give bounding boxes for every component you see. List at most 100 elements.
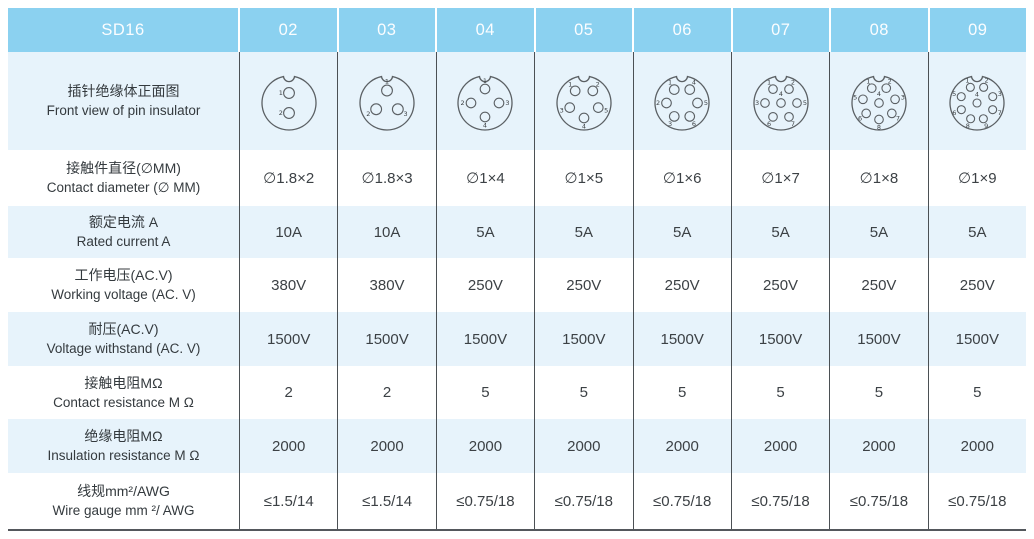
column-header-label: 02 xyxy=(278,20,298,39)
value-cell-03: 10A xyxy=(338,206,437,258)
pin-number: 2 xyxy=(366,110,370,118)
pin-hole xyxy=(881,83,892,94)
row-label-cell: 绝缘电阻MΩ Insulation resistance M Ω xyxy=(8,419,240,473)
connector-shell-outline xyxy=(556,75,612,131)
spec-value: 380V xyxy=(271,276,307,294)
pin-hole xyxy=(578,112,590,124)
spec-value: ≤0.75/18 xyxy=(653,492,712,510)
value-cell-05: ∅1×5 xyxy=(535,150,634,206)
spec-value: 2000 xyxy=(960,437,994,455)
value-cell-05: 5A xyxy=(535,206,634,258)
spec-value: ∅1×5 xyxy=(564,170,604,187)
spec-value: 1500V xyxy=(267,330,311,348)
value-cell-03: 380V xyxy=(338,258,437,312)
pin-number: 7 xyxy=(896,115,900,123)
row-label-en: Wire gauge mm ²/ AWG xyxy=(52,503,195,519)
pin-hole xyxy=(858,94,868,105)
spec-value: 250V xyxy=(664,276,700,294)
pin-hole xyxy=(861,108,871,119)
value-cell-08: 1500V xyxy=(830,312,929,366)
pin-number: 3 xyxy=(559,106,563,114)
spec-value: 2 xyxy=(382,384,392,401)
spec-value: 5A xyxy=(574,223,593,241)
spec-value: 5 xyxy=(481,384,490,401)
pin-number: 4 xyxy=(778,90,782,98)
spec-value: 5A xyxy=(476,223,495,241)
pin-hole xyxy=(480,83,491,95)
value-cell-03: ≤1.5/14 xyxy=(338,473,437,529)
value-cell-04: 5A xyxy=(437,206,536,258)
row-label-en: Contact resistance M Ω xyxy=(53,394,194,410)
row-label-en: Insulation resistance M Ω xyxy=(47,448,200,464)
spec-value: 2000 xyxy=(468,437,503,455)
row-label-cell: 接触电阻MΩ Contact resistance M Ω xyxy=(8,366,240,419)
row-label-zh: 绝缘电阻MΩ xyxy=(84,428,163,445)
pin-hole xyxy=(370,103,383,116)
pin-number: 1 xyxy=(767,79,771,87)
pin-number: 3 xyxy=(404,110,408,118)
pin-hole xyxy=(391,103,404,116)
row-label-cell: 插针绝缘体正面图 Front view of pin insulator xyxy=(8,52,240,150)
pin-hole xyxy=(592,102,604,113)
value-cell-04: 1500V xyxy=(437,312,536,366)
pin-number: 3 xyxy=(668,120,672,128)
pin-number: 1 xyxy=(278,89,282,97)
diagram-cell-07: 1 2 5 7 6 3 4 xyxy=(732,52,831,150)
value-cell-04: 250V xyxy=(437,258,536,312)
value-cell-07: 1500V xyxy=(732,312,831,366)
pin-hole xyxy=(866,83,877,94)
spec-value: ∅1.8×3 xyxy=(361,170,413,187)
pin-number: 4 xyxy=(877,90,881,98)
value-cell-02: ≤1.5/14 xyxy=(240,473,339,529)
value-cell-04: 2000 xyxy=(437,419,536,473)
pin-number: 8 xyxy=(877,124,881,132)
connector-diagram-8pin: 1 2 3 7 8 6 5 4 xyxy=(851,75,907,132)
spec-value: 10A xyxy=(373,223,401,241)
pin-number: 9 xyxy=(984,122,988,130)
pin-hole xyxy=(972,98,982,108)
column-header-label: 03 xyxy=(377,20,397,39)
row-label-cell: 线规mm²/AWG Wire gauge mm ²/ AWG xyxy=(8,473,240,529)
value-cell-09: 5A xyxy=(929,206,1026,258)
value-cell-06: 5A xyxy=(634,206,732,258)
spec-value: ∅1×9 xyxy=(958,170,997,187)
pin-hole xyxy=(783,84,794,94)
value-cell-05: 5 xyxy=(535,366,634,419)
column-header-label: 09 xyxy=(968,20,988,39)
pin-number: 8 xyxy=(966,122,970,130)
value-cell-06: 2000 xyxy=(634,419,732,473)
header-col-08: 08 xyxy=(831,8,930,52)
spec-value: 250V xyxy=(861,276,897,294)
pin-number: 1 xyxy=(966,77,970,85)
pin-number: 2 xyxy=(278,109,282,117)
spec-value: ≤0.75/18 xyxy=(948,492,1007,510)
value-cell-03: 1500V xyxy=(338,312,437,366)
diagram-cell-08: 1 2 3 7 8 6 5 4 xyxy=(830,52,929,150)
pin-hole xyxy=(759,98,770,108)
value-cell-07: ≤0.75/18 xyxy=(732,473,831,529)
spec-value: 1500V xyxy=(955,330,999,348)
spec-value: 250V xyxy=(467,276,503,294)
pin-number: 6 xyxy=(692,120,696,128)
spec-value: ∅1×6 xyxy=(662,170,702,187)
column-header-label: 06 xyxy=(672,20,692,39)
spec-value: ≤0.75/18 xyxy=(849,492,909,510)
header-col-04: 04 xyxy=(437,8,536,52)
pin-number: 1 xyxy=(385,78,389,86)
value-cell-03: 2000 xyxy=(338,419,437,473)
pin-number: 4 xyxy=(692,79,696,87)
pin-number: 2 xyxy=(790,79,794,87)
value-cell-08: 250V xyxy=(830,258,929,312)
spec-value: 5 xyxy=(579,384,588,401)
connector-shell-outline xyxy=(457,75,514,131)
pin-number: 4 xyxy=(975,90,979,98)
row-label-zh: 额定电流 A xyxy=(88,214,159,231)
pin-hole xyxy=(282,107,295,119)
pin-number: 6 xyxy=(767,120,771,128)
value-cell-02: ∅1.8×2 xyxy=(240,150,339,206)
value-cell-06: 250V xyxy=(634,258,732,312)
pin-hole xyxy=(775,98,786,108)
value-cell-07: 2000 xyxy=(732,419,831,473)
pin-number: 2 xyxy=(656,99,660,107)
spec-value: 2000 xyxy=(370,437,404,455)
